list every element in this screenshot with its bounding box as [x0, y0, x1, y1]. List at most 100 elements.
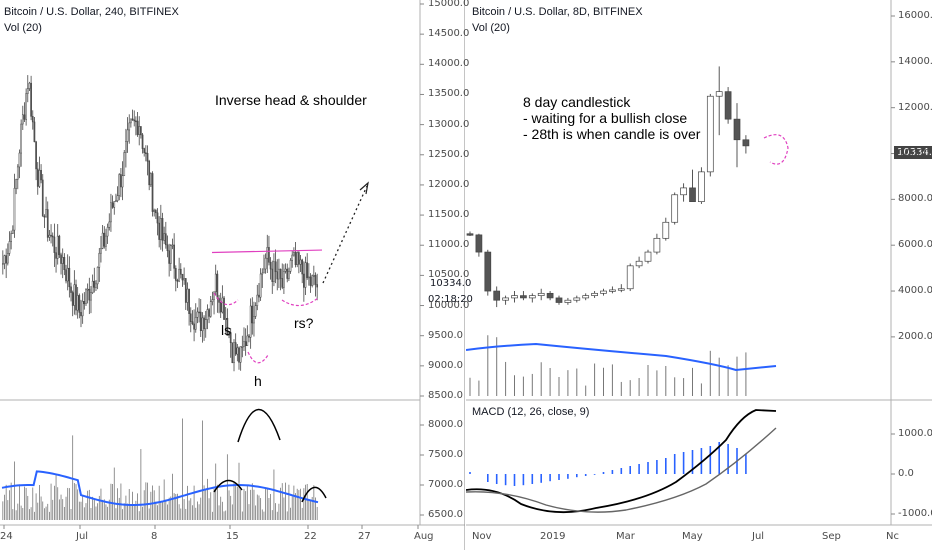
left-chart-canvas[interactable]: [0, 0, 465, 550]
left-candle-body: [201, 317, 204, 331]
left-candle-body: [169, 245, 172, 264]
left-volume-tick-label: 7000.0: [428, 479, 463, 490]
left-candle-body: [85, 289, 87, 305]
left-candle-body: [296, 252, 299, 265]
left-candle-body: [90, 292, 92, 301]
left-candle-body: [58, 235, 61, 256]
left-candle-body: [193, 323, 195, 330]
left-candle-body: [268, 247, 270, 263]
left-candle-body: [41, 179, 44, 217]
left-candle-body: [238, 347, 240, 363]
left-candle-body: [301, 259, 304, 275]
left-candle-body: [88, 288, 91, 301]
left-candle-body: [243, 341, 245, 347]
right-chart-canvas[interactable]: [466, 0, 932, 550]
left-candle-body: [68, 267, 71, 288]
left-candle-body: [30, 82, 32, 117]
left-volume-tick-label: 6500.0: [428, 509, 463, 520]
right-candle-body: [644, 251, 652, 262]
right-candle-body: [555, 297, 563, 303]
left-candle-body: [135, 120, 137, 123]
right-price-tick-label: 8000.0: [898, 193, 932, 205]
left-candle-body: [208, 309, 210, 317]
left-volume-label: Vol (20): [4, 22, 42, 34]
annotation-line-2: - waiting for a bullish close: [523, 110, 688, 126]
left-price-tick-label: 11000.0: [428, 239, 470, 251]
left-candle-body: [20, 123, 22, 154]
right-shoulder-arc: [281, 297, 319, 307]
left-candle-body: [289, 260, 292, 272]
right-candle-body: [484, 251, 492, 292]
left-candle-body: [163, 233, 165, 241]
left-candle-body: [15, 179, 17, 189]
signal-line: [466, 427, 777, 513]
right-candle-body: [698, 171, 705, 203]
pattern-label-rs: rs?: [294, 315, 314, 331]
left-candle-body: [183, 278, 185, 281]
left-price-tick-label: 9500.0: [428, 329, 463, 341]
left-candle-body: [148, 160, 151, 186]
left-candle-body: [3, 255, 6, 264]
right-time-tick-label: Nc: [886, 531, 899, 542]
left-price-tick-label: 9000.0: [428, 359, 463, 371]
annotation-line-3: - 28th is when candle is over: [523, 126, 701, 142]
left-candle-body: [38, 169, 41, 187]
right-candle-body: [600, 290, 607, 294]
left-candle-body: [60, 254, 62, 264]
right-chart[interactable]: Bitcoin / U.S. Dollar, 8D, BITFINEX Vol …: [466, 0, 932, 550]
left-volume-tick-label: 8000.0: [428, 419, 463, 430]
left-candle-body: [116, 195, 119, 201]
right-candle-body: [662, 221, 670, 239]
left-candle-body: [283, 271, 285, 288]
left-candle-body: [291, 254, 294, 261]
left-candle-body: [10, 233, 12, 242]
left-volume-ma-line: [1, 470, 319, 506]
annotation-line-1: 8 day candlestick: [523, 94, 631, 110]
left-candle-body: [6, 253, 9, 264]
right-candle-body: [537, 292, 545, 296]
left-candle-body: [303, 273, 305, 288]
left-candle-body: [173, 244, 175, 269]
right-annotation: 8 day candlestick - waiting for a bullis…: [523, 94, 700, 142]
left-candle-body: [281, 278, 284, 288]
left-candle-body: [308, 276, 310, 279]
left-candle-body: [136, 120, 139, 135]
left-candle-body: [314, 275, 317, 285]
left-candle-body: [159, 218, 162, 240]
left-candle-body: [298, 252, 300, 265]
left-candle-body: [246, 335, 249, 347]
left-candle-body: [228, 332, 230, 336]
left-candle-body: [214, 273, 217, 292]
macd-tick-label: 1000.0: [898, 428, 932, 439]
left-candle-body: [28, 82, 31, 89]
left-candle-body: [286, 268, 289, 279]
left-candle-body: [31, 116, 34, 123]
right-price-tick-label: 14000.0: [898, 55, 932, 67]
left-candle-body: [244, 341, 247, 347]
left-price-tick-label: 10500.0: [428, 269, 470, 281]
left-candle-body: [249, 305, 252, 338]
right-time-tick-label: Jul: [752, 531, 765, 542]
left-candle-body: [16, 166, 19, 180]
left-candle-body: [203, 317, 205, 330]
left-candle-body: [226, 318, 229, 336]
left-candle-body: [161, 218, 164, 241]
left-candle-body: [83, 301, 86, 305]
left-candle-body: [191, 321, 194, 325]
left-candle-body: [86, 288, 89, 291]
left-candle-body: [278, 268, 280, 280]
left-candle-body: [151, 173, 154, 212]
left-candle-body: [26, 88, 29, 94]
right-candle-body: [742, 139, 750, 147]
macd-label: MACD (12, 26, close, 9): [472, 406, 590, 418]
left-chart[interactable]: Bitcoin / U.S. Dollar, 240, BITFINEX Vol…: [0, 0, 473, 550]
left-candle-body: [166, 244, 169, 252]
left-price-tick-label: 8500.0: [428, 390, 463, 401]
left-candle-body: [233, 342, 235, 364]
left-candle-body: [186, 288, 189, 303]
left-candle-body: [311, 275, 314, 286]
left-time-tick-label: 22: [304, 531, 317, 542]
left-candle-body: [55, 252, 57, 259]
left-shoulder-arc: [213, 292, 239, 306]
left-candle-body: [153, 210, 156, 212]
